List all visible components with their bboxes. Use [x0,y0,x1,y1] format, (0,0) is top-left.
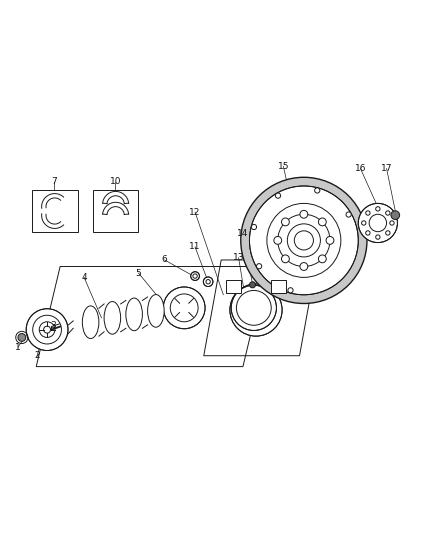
Circle shape [163,287,205,329]
Circle shape [376,235,380,239]
Text: 7: 7 [52,177,57,186]
Circle shape [288,288,293,293]
Circle shape [276,193,281,198]
Text: 13: 13 [233,253,244,262]
Ellipse shape [82,306,99,338]
Text: 3: 3 [50,321,56,330]
Bar [93,190,138,232]
Circle shape [318,218,326,226]
Circle shape [318,255,326,263]
Circle shape [391,211,399,220]
Circle shape [358,204,397,243]
Circle shape [203,277,213,287]
Text: 14: 14 [237,229,249,238]
Text: 17: 17 [381,164,392,173]
Text: 5: 5 [136,269,141,278]
Circle shape [257,264,262,269]
Circle shape [300,211,308,218]
Circle shape [250,186,358,295]
Circle shape [230,284,282,336]
Circle shape [366,211,370,215]
Circle shape [376,207,380,211]
Circle shape [385,231,390,235]
Circle shape [390,221,394,225]
Text: 16: 16 [355,164,366,173]
Circle shape [231,285,276,330]
Circle shape [362,221,366,225]
Circle shape [346,212,351,217]
Bar [271,280,286,294]
Bar [226,280,241,294]
Text: 15: 15 [278,162,289,171]
Circle shape [274,237,282,244]
Circle shape [385,211,390,215]
Ellipse shape [126,298,142,330]
Circle shape [314,188,320,193]
Circle shape [191,272,199,280]
Text: 11: 11 [189,243,201,252]
Circle shape [300,263,308,270]
Text: 6: 6 [162,255,167,264]
Circle shape [26,309,68,351]
Text: 1: 1 [15,343,21,352]
Circle shape [326,237,334,244]
Circle shape [282,255,290,263]
Text: 4: 4 [81,273,87,282]
Circle shape [366,231,370,235]
Text: 10: 10 [110,177,121,186]
Circle shape [18,334,26,341]
Circle shape [241,177,367,303]
Ellipse shape [148,295,164,327]
Circle shape [251,224,257,230]
Bar [32,190,78,232]
Text: 2: 2 [34,351,40,360]
Text: 12: 12 [189,207,201,216]
Circle shape [282,218,290,226]
Ellipse shape [104,302,120,334]
Circle shape [250,282,255,288]
